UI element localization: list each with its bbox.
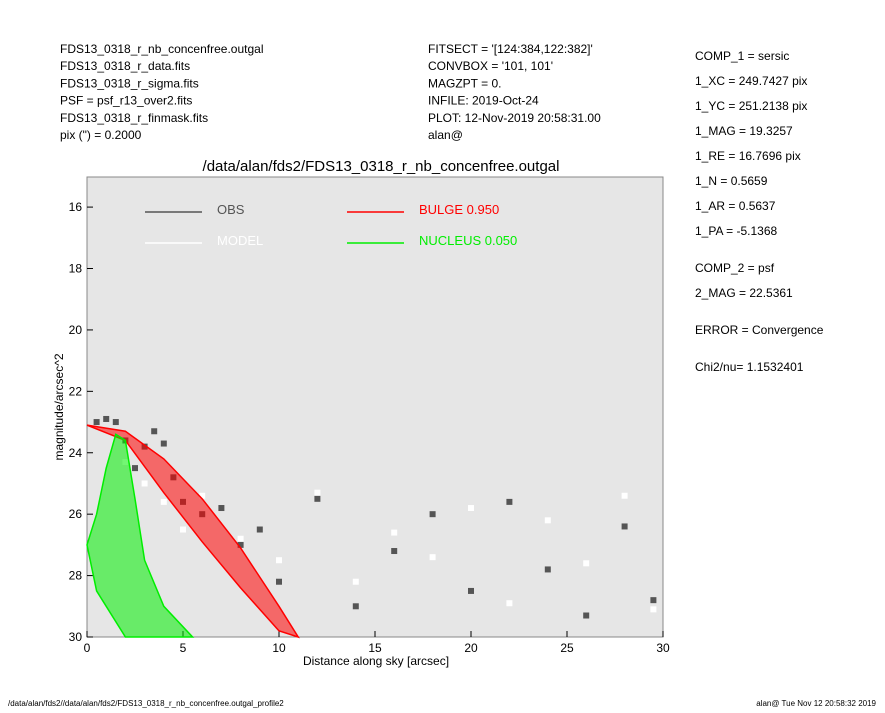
x-tick-label: 15 [368, 641, 382, 655]
header-right-line: 2_MAG = 22.5361 [695, 286, 793, 300]
model-region [86, 424, 300, 639]
chart-title: /data/alan/fds2/FDS13_0318_r_nb_concenfr… [203, 158, 560, 175]
header-middle-line: FITSECT = '[124:384,122:382]' [428, 42, 593, 56]
header-right-line: 1_RE = 16.7696 pix [695, 149, 801, 163]
data-point [151, 428, 158, 435]
y-axis-label: magnitude/arcsec^2 [52, 353, 66, 460]
data-point [314, 495, 321, 502]
data-point [583, 560, 590, 567]
header-right-line: 1_XC = 249.7427 pix [695, 74, 807, 88]
legend-label: MODEL [217, 233, 263, 248]
data-point [160, 440, 167, 447]
data-point [237, 535, 244, 542]
header-right-line: 1_YC = 251.2138 pix [695, 99, 807, 113]
data-point [583, 612, 590, 619]
header-left-line: FDS13_0318_r_nb_concenfree.outgal [60, 42, 263, 56]
header-right-line: Chi2/nu= 1.1532401 [695, 360, 804, 374]
header-right-line: ERROR = Convergence [695, 323, 824, 337]
plot-area [86, 176, 664, 638]
header-left-line: pix (") = 0.2000 [60, 128, 142, 142]
data-point [468, 505, 474, 512]
footer-right: alan@ Tue Nov 12 20:58:32 2019 [756, 699, 876, 708]
header-left-line: FDS13_0318_r_sigma.fits [60, 76, 199, 90]
footer-left: /data/alan/fds2//data/alan/fds2/FDS13_03… [8, 699, 284, 708]
data-point [352, 578, 359, 585]
y-tick-label: 18 [69, 262, 83, 276]
data-point [544, 566, 551, 573]
legend-label: OBS [217, 202, 245, 217]
data-point [132, 465, 138, 472]
data-point [199, 492, 206, 499]
data-point [103, 415, 110, 422]
data-point [218, 505, 225, 512]
header-left-line: FDS13_0318_r_data.fits [60, 59, 190, 73]
data-point [180, 526, 186, 533]
data-point [141, 480, 148, 487]
header-middle-line: CONVBOX = '101, 101' [428, 59, 553, 73]
model-region [86, 433, 195, 638]
header-right-line: COMP_1 = sersic [695, 49, 789, 63]
legend-label: NUCLEUS 0.050 [419, 233, 517, 248]
data-point [314, 489, 321, 496]
y-tick-label: 26 [69, 507, 83, 521]
header-middle-line: INFILE: 2019-Oct-24 [428, 94, 539, 108]
x-axis-label: Distance along sky [arcsec] [303, 654, 449, 668]
data-point [650, 597, 657, 604]
y-tick-label: 28 [69, 569, 83, 583]
header-left-line: PSF = psf_r13_over2.fits [60, 94, 192, 108]
y-tick-label: 20 [69, 323, 83, 337]
data-point [429, 511, 436, 518]
data-point [506, 498, 513, 505]
data-point [391, 548, 398, 555]
header-right-line: 1_MAG = 19.3257 [695, 124, 793, 138]
header-right-line: COMP_2 = psf [695, 261, 775, 275]
data-point [621, 523, 628, 530]
x-tick-label: 25 [560, 641, 574, 655]
y-tick-label: 24 [69, 446, 83, 460]
header-left-line: FDS13_0318_r_finmask.fits [60, 111, 208, 125]
x-tick-label: 5 [180, 641, 187, 655]
data-point [352, 603, 359, 610]
data-point [621, 492, 628, 499]
data-point [429, 554, 436, 561]
x-tick-label: 0 [84, 641, 91, 655]
header-right-line: 1_N = 0.5659 [695, 174, 768, 188]
x-tick-label: 20 [464, 641, 478, 655]
data-point [237, 541, 244, 548]
y-tick-label: 30 [69, 630, 83, 644]
header-right-line: 1_PA = -5.1368 [695, 224, 778, 238]
x-tick-label: 30 [656, 641, 670, 655]
data-point [650, 606, 657, 613]
header-right-line: 1_AR = 0.5637 [695, 199, 776, 213]
data-point [391, 529, 398, 536]
data-point [160, 498, 167, 505]
header-middle-line: PLOT: 12-Nov-2019 20:58:31.00 [428, 111, 601, 125]
data-point [276, 578, 282, 585]
legend-label: BULGE 0.950 [419, 202, 499, 217]
data-point [544, 517, 551, 524]
x-tick-label: 10 [272, 641, 286, 655]
data-point [468, 587, 474, 594]
header-middle-line: alan@ [428, 128, 463, 142]
y-tick-label: 22 [69, 384, 83, 398]
data-point [93, 419, 100, 426]
header-middle-line: MAGZPT = 0. [428, 76, 501, 90]
data-point [256, 526, 263, 533]
y-tick-label: 16 [69, 200, 83, 214]
data-point [276, 557, 282, 564]
data-point [112, 419, 119, 426]
data-point [506, 600, 513, 607]
